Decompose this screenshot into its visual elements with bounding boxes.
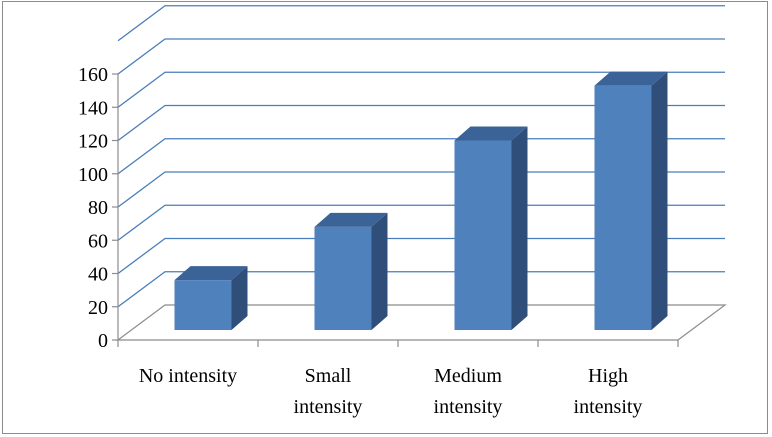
bar-side bbox=[231, 266, 248, 330]
bar-side bbox=[511, 126, 528, 330]
x-tick-label: Medium intensity bbox=[434, 365, 503, 418]
gridline bbox=[117, 204, 725, 241]
gridline bbox=[117, 104, 725, 142]
x-tick-label: High intensity bbox=[574, 365, 643, 418]
bar bbox=[594, 71, 668, 331]
bar-side bbox=[371, 212, 388, 330]
y-tick-label: 40 bbox=[88, 264, 108, 286]
y-tick-label: 120 bbox=[78, 131, 108, 153]
bar bbox=[454, 126, 528, 330]
bar-front bbox=[174, 280, 232, 330]
y-tick-label: 60 bbox=[88, 230, 108, 252]
x-axis-ticks: No intensity Small intensity Medium intensit… bbox=[139, 365, 643, 418]
bar bbox=[314, 212, 388, 330]
y-tick-label: 20 bbox=[88, 297, 108, 319]
y-tick-label: 140 bbox=[78, 97, 108, 119]
bar bbox=[174, 266, 248, 330]
bar-front bbox=[314, 226, 372, 330]
y-tick-label: 0 bbox=[98, 330, 108, 352]
gridline bbox=[117, 237, 725, 275]
axes bbox=[112, 73, 727, 347]
gridline bbox=[117, 71, 725, 108]
bar-top bbox=[594, 71, 668, 86]
bar-top bbox=[454, 126, 528, 141]
gridlines bbox=[117, 5, 725, 308]
bar-top bbox=[174, 266, 248, 281]
gridline bbox=[117, 38, 725, 75]
floor bbox=[116, 304, 727, 341]
y-tick-label: 100 bbox=[78, 164, 108, 186]
bar-front bbox=[454, 140, 512, 330]
bar-top bbox=[314, 212, 388, 227]
y-tick-label: 160 bbox=[78, 64, 108, 86]
y-axis-ticks: 0 20 40 60 80 100 120 140 160 bbox=[78, 64, 108, 352]
bar-side bbox=[651, 71, 668, 331]
gridline bbox=[117, 138, 725, 175]
gridline bbox=[117, 271, 725, 308]
x-tick-label: Small intensity bbox=[294, 365, 363, 418]
bar-front bbox=[594, 85, 652, 330]
y-tick-label: 80 bbox=[88, 197, 108, 219]
gridline bbox=[117, 171, 725, 208]
x-tick-label: No intensity bbox=[139, 365, 237, 387]
bars bbox=[174, 71, 668, 331]
gridline bbox=[117, 5, 725, 42]
